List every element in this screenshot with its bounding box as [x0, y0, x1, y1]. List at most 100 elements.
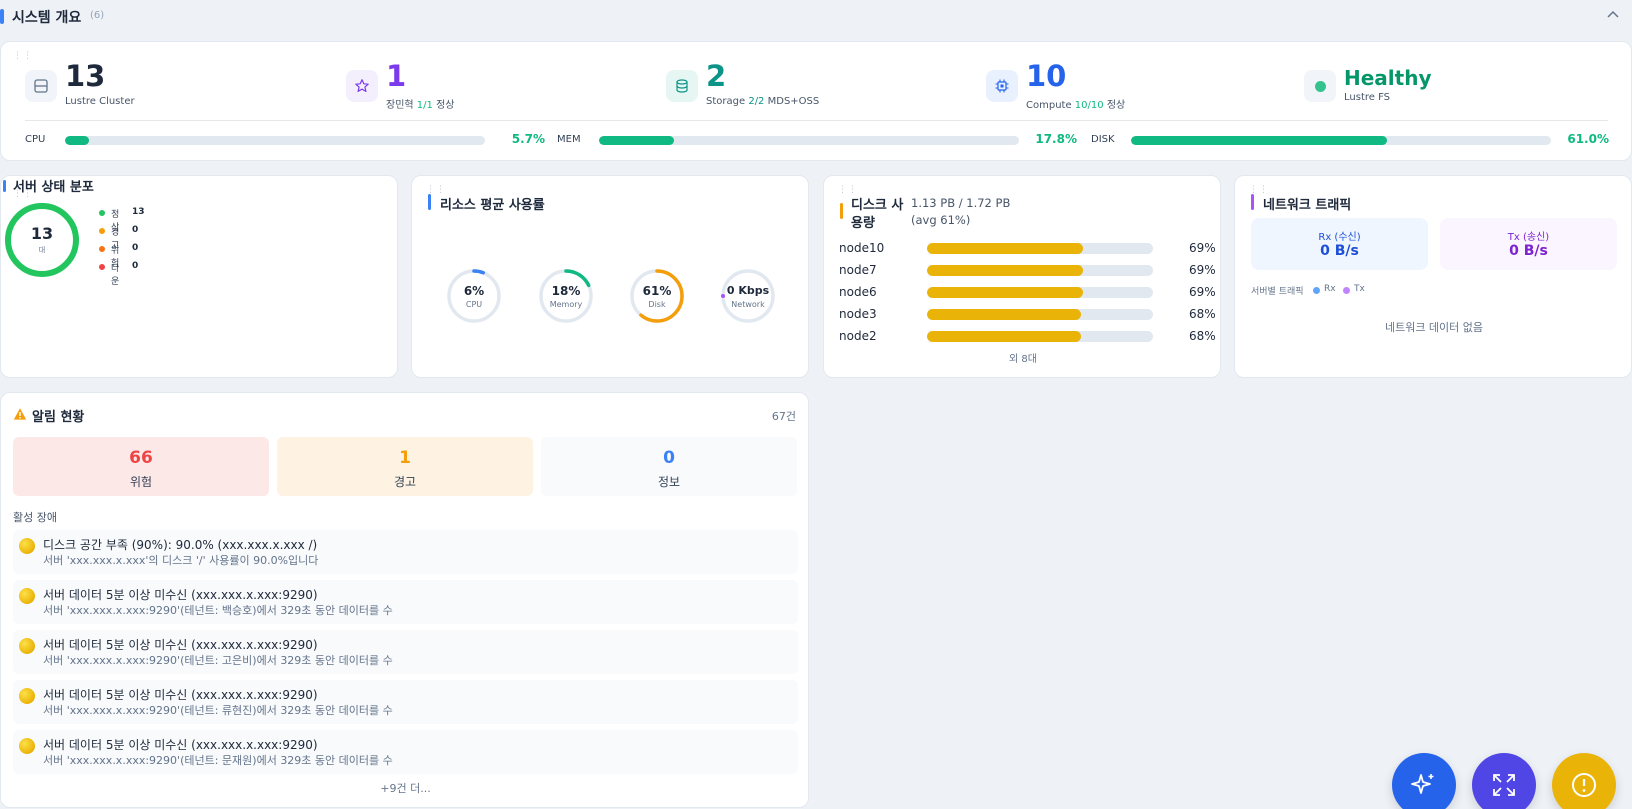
alert-item-desc: 서버 'xxx.xxx.x.xxx:9290'(테넌트: 고은비)에서 329초… [43, 654, 393, 667]
network-empty: 네트워크 데이터 없음 [1384, 321, 1484, 334]
drag-handle-icon[interactable]: ⋮⋮ [838, 185, 858, 195]
alert-dot-icon [19, 538, 35, 554]
expand-icon[interactable] [1472, 753, 1536, 809]
alert-item-desc: 서버 'xxx.xxx.x.xxx:9290'(테넌트: 백승호)에서 329초… [43, 604, 393, 617]
server-total: 13 [30, 224, 54, 243]
admins-label-prefix: 장민혁 [386, 100, 414, 111]
alert-info-box[interactable]: 0 정보 [541, 437, 797, 496]
alert-dot-icon [19, 638, 35, 654]
stat-cluster: 13 Lustre Cluster [25, 60, 325, 110]
stat-compute: 10 Compute 10/10 정상 [986, 59, 1286, 111]
disk-row-fill [927, 243, 1083, 254]
alert-dot-icon [19, 588, 35, 604]
server-status-card: 서버 상태 분포 ⋮⋮ 13 대 정상 13 경고 0 위험 0 다운 0 [0, 175, 398, 378]
legend-down-value: 0 [132, 261, 139, 271]
network-rx-box: Rx (수신) 0 B/s [1251, 218, 1428, 270]
disk-row-fill [927, 309, 1081, 320]
alert-item[interactable]: 서버 데이터 5분 이상 미수신 (xxx.xxx.x.xxx:9290) 서버 … [13, 580, 798, 624]
legend-rx-label: Rx [1324, 284, 1336, 294]
disk-title-line1: 디스크 사 [851, 198, 904, 213]
compute-label-suffix: 정상 [1106, 100, 1126, 111]
compute-label-prefix: Compute [1026, 100, 1072, 111]
drag-handle-icon[interactable]: ⋮⋮ [13, 189, 33, 199]
metric-disk-label: DISK [1091, 134, 1115, 145]
gauge-network-value: 0 Kbps [726, 284, 770, 297]
metric-cpu-label: CPU [25, 134, 46, 145]
gauge-cpu-label: CPU [465, 300, 483, 309]
sparkles-icon[interactable] [1392, 753, 1456, 809]
alerts-more[interactable]: +9건 더... [380, 782, 431, 795]
storage-label: Storage 2/2 MDS+OSS [706, 96, 819, 107]
star-icon [346, 70, 378, 102]
summary-divider [25, 120, 1608, 121]
alert-warning-box[interactable]: 1 경고 [277, 437, 533, 496]
admins-label: 장민혁 1/1 정상 [386, 96, 454, 111]
disk-row-value: 69% [1189, 263, 1216, 277]
gauge-memory-label: Memory [549, 300, 583, 309]
database-icon [666, 70, 698, 102]
alert-warning-label: 경고 [393, 475, 417, 489]
legend-rx-dot [1313, 287, 1320, 294]
summary-card: ⋮⋮ 13 Lustre Cluster 1 장민혁 1/1 정상 2 Stor… [0, 41, 1632, 161]
resource-accent [428, 194, 431, 210]
disk-accent [840, 203, 843, 219]
alert-circle-icon[interactable] [1552, 753, 1616, 809]
alert-item-desc: 서버 'xxx.xxx.x.xxx:9290'(테넌트: 류현진)에서 329초… [43, 704, 393, 717]
gauge-cpu-value: 6% [463, 284, 485, 298]
health-status-icon [1304, 70, 1336, 102]
metric-cpu-value: 5.7% [511, 132, 545, 146]
server-status-accent [3, 180, 6, 192]
alert-info-value: 0 [663, 448, 675, 468]
alert-item[interactable]: 서버 데이터 5분 이상 미수신 (xxx.xxx.x.xxx:9290) 서버 … [13, 630, 798, 674]
stat-admins: 1 장민혁 1/1 정상 [346, 60, 646, 111]
gauge-disk: 61% Disk [629, 268, 685, 324]
disk-row-value: 69% [1189, 241, 1216, 255]
gauge-network-label: Network [731, 300, 765, 309]
legend-normal-value: 13 [132, 207, 145, 217]
cpu-icon [986, 70, 1018, 102]
drag-handle-icon[interactable]: ⋮⋮ [1249, 185, 1269, 195]
alert-item-title: 서버 데이터 5분 이상 미수신 (xxx.xxx.x.xxx:9290) [43, 638, 318, 652]
warning-icon [13, 406, 27, 425]
metric-cpu-track [65, 136, 485, 145]
metric-mem: MEM 17.8% [557, 130, 1077, 150]
network-rx-label: Rx (수신) [1318, 232, 1361, 243]
storage-label-prefix: Storage [706, 96, 746, 107]
metric-mem-track [599, 136, 1019, 145]
metric-mem-label: MEM [557, 134, 581, 145]
disk-row-name: node6 [839, 285, 877, 299]
legend-critical-label: 위험 [111, 246, 120, 269]
metric-mem-fill [599, 136, 674, 145]
alert-item[interactable]: 서버 데이터 5분 이상 미수신 (xxx.xxx.x.xxx:9290) 서버 … [13, 680, 798, 724]
compute-value: 10 [1026, 59, 1067, 93]
chevron-up-icon[interactable] [1604, 6, 1622, 24]
metric-disk-value: 61.0% [1567, 132, 1609, 146]
metric-disk-fill [1131, 136, 1388, 145]
alert-item[interactable]: 서버 데이터 5분 이상 미수신 (xxx.xxx.x.xxx:9290) 서버 … [13, 730, 798, 774]
admins-ratio: 1/1 [416, 100, 433, 111]
disk-row-fill [927, 331, 1081, 342]
disk-row-track [927, 331, 1153, 342]
gauge-memory-value: 18% [551, 284, 581, 298]
alert-item-desc: 서버 'xxx.xxx.x.xxx:9290'(테넌트: 문재원)에서 329초… [43, 754, 393, 767]
drag-handle-icon[interactable]: ⋮⋮ [426, 185, 446, 195]
compute-ratio: 10/10 [1074, 100, 1104, 111]
alerts-total: 67건 [771, 410, 796, 423]
alert-warning-value: 1 [399, 448, 411, 468]
disk-row-track [927, 265, 1153, 276]
alert-critical-box[interactable]: 66 위험 [13, 437, 269, 496]
network-tx-label: Tx (송신) [1507, 232, 1550, 243]
gauge-cpu: 6% CPU [446, 268, 502, 324]
gauge-disk-value: 61% [642, 284, 672, 298]
drag-handle-icon[interactable]: ⋮⋮ [13, 51, 33, 61]
alert-dot-icon [19, 688, 35, 704]
health-label: Lustre FS [1344, 92, 1391, 103]
disk-more[interactable]: 외 8대 [1009, 354, 1037, 365]
storage-ratio: 2/2 [748, 96, 765, 107]
alert-item[interactable]: 디스크 공간 부족 (90%): 90.0% (xxx.xxx.x.xxx /)… [13, 530, 798, 574]
storage-label-suffix: MDS+OSS [767, 96, 820, 107]
section-header: 시스템 개요 (6) [0, 0, 1632, 33]
stat-health: Healthy Lustre FS [1304, 60, 1604, 110]
active-incidents-label: 활성 장애 [13, 511, 57, 524]
disk-row-value: 69% [1189, 285, 1216, 299]
